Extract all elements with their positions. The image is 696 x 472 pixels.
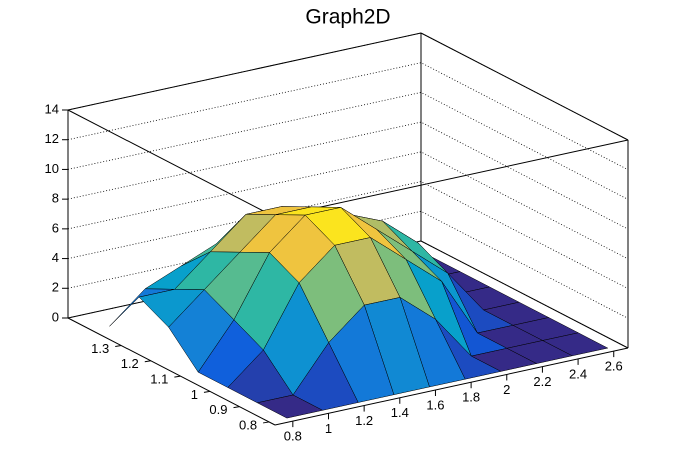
box-edge [274,139,629,218]
y-tick [115,345,122,348]
x-tick-label: 2.4 [569,366,587,381]
z-tick-label: 2 [52,280,59,295]
x-tick-label: 1.8 [462,390,480,405]
x-tick-label: 2.6 [605,359,623,374]
box-edge [67,109,276,218]
grid-line [67,210,629,319]
chart-title: Graph2D [305,6,390,29]
y-tick-label: 1 [191,387,198,402]
y-tick [144,360,151,363]
z-tick-label: 14 [45,101,59,116]
z-tick-label: 6 [52,220,59,235]
z-tick-label: 0 [52,309,59,324]
grid-line [67,181,629,289]
x-tick-label: 1.4 [391,405,409,420]
grid-line [67,91,629,200]
x-tick-label: 0.8 [284,429,302,444]
x-tick-label: 2 [503,382,510,397]
x-tick-label: 1.6 [426,397,444,412]
y-axis [67,317,276,426]
y-tick-label: 1.2 [121,356,139,371]
z-tick-label: 10 [45,161,59,176]
y-tick [233,406,240,409]
y-tick-label: 0.8 [239,417,257,432]
grid-line [67,32,629,141]
y-tick [263,421,270,424]
grid-line [67,62,629,171]
z-tick-label: 4 [52,250,59,265]
grid-line [67,121,629,230]
surface-cell [256,394,324,419]
z-tick-label: 12 [45,131,59,146]
y-tick-label: 1.1 [150,372,168,387]
y-tick-label: 1.3 [91,341,109,356]
x-tick-label: 2.2 [533,374,551,389]
y-tick [203,390,211,393]
y-tick-label: 0.9 [209,402,227,417]
x-axis [274,347,629,426]
grid-line [67,151,629,260]
y-tick [174,375,181,378]
x-tick-label: 1.2 [355,413,373,428]
z-tick-label: 8 [52,191,59,206]
x-tick-label: 1 [325,421,332,436]
